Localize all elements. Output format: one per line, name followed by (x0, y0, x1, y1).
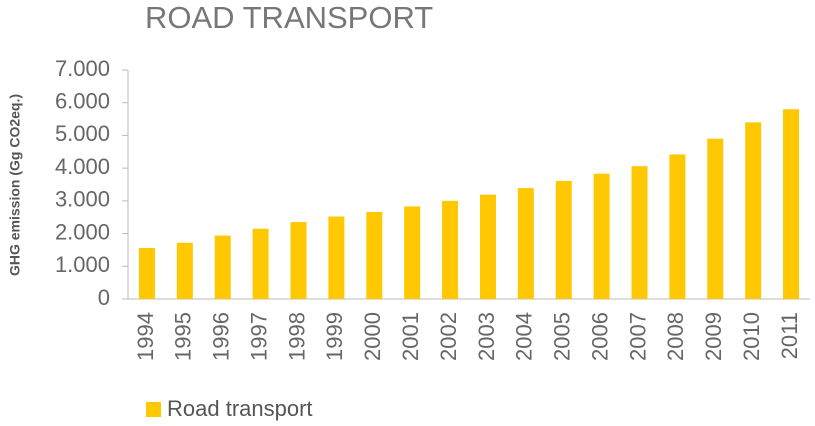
bar (252, 228, 269, 299)
bar (593, 173, 610, 299)
x-tick-label: 2005 (550, 312, 575, 361)
bar (442, 200, 459, 299)
x-tick-label: 2000 (360, 312, 385, 361)
y-tick-label: 3.000 (55, 187, 110, 212)
bar (138, 247, 155, 299)
y-tick-label: 5.000 (55, 121, 110, 146)
bar (366, 211, 383, 299)
x-tick-label: 1995 (171, 312, 196, 361)
x-tick-label: 1997 (246, 312, 271, 361)
bar (745, 122, 762, 299)
bar (328, 216, 345, 299)
x-tick-label: 1996 (209, 312, 234, 361)
x-tick-label: 2006 (587, 312, 612, 361)
y-tick-label: 2.000 (55, 219, 110, 244)
bar (404, 206, 421, 299)
bar (707, 138, 724, 299)
x-tick-label: 1999 (322, 312, 347, 361)
x-tick-label: 1994 (133, 312, 158, 361)
chart-title: ROAD TRANSPORT (145, 0, 433, 35)
x-tick-label: 2003 (474, 312, 499, 361)
bar (517, 188, 534, 299)
bar (214, 235, 231, 299)
x-tick-label: 2011 (777, 312, 802, 359)
x-tick-label: 2007 (625, 312, 650, 361)
x-tick-label: 2008 (663, 312, 688, 361)
bar (631, 166, 648, 299)
legend-label: Road transport (167, 396, 313, 421)
bar (669, 154, 686, 299)
x-tick-label: 2004 (512, 312, 537, 361)
x-tick-label: 2009 (701, 312, 726, 361)
y-tick-label: 1.000 (55, 252, 110, 277)
x-tick-label: 2010 (739, 312, 764, 361)
y-axis-label: GHG emission (Gg CO2eq.) (7, 94, 23, 276)
x-tick-label: 2001 (398, 312, 423, 361)
bar (176, 242, 193, 299)
x-tick-label: 1998 (284, 312, 309, 361)
x-tick-label: 2002 (436, 312, 461, 361)
y-tick-label: 7.000 (55, 56, 110, 81)
y-tick-label: 0 (98, 285, 110, 310)
bar (479, 194, 496, 299)
y-tick-label: 6.000 (55, 89, 110, 114)
bar (783, 109, 800, 299)
bar (555, 180, 572, 299)
legend-swatch (146, 402, 161, 417)
y-tick-label: 4.000 (55, 154, 110, 179)
bar (290, 222, 307, 299)
